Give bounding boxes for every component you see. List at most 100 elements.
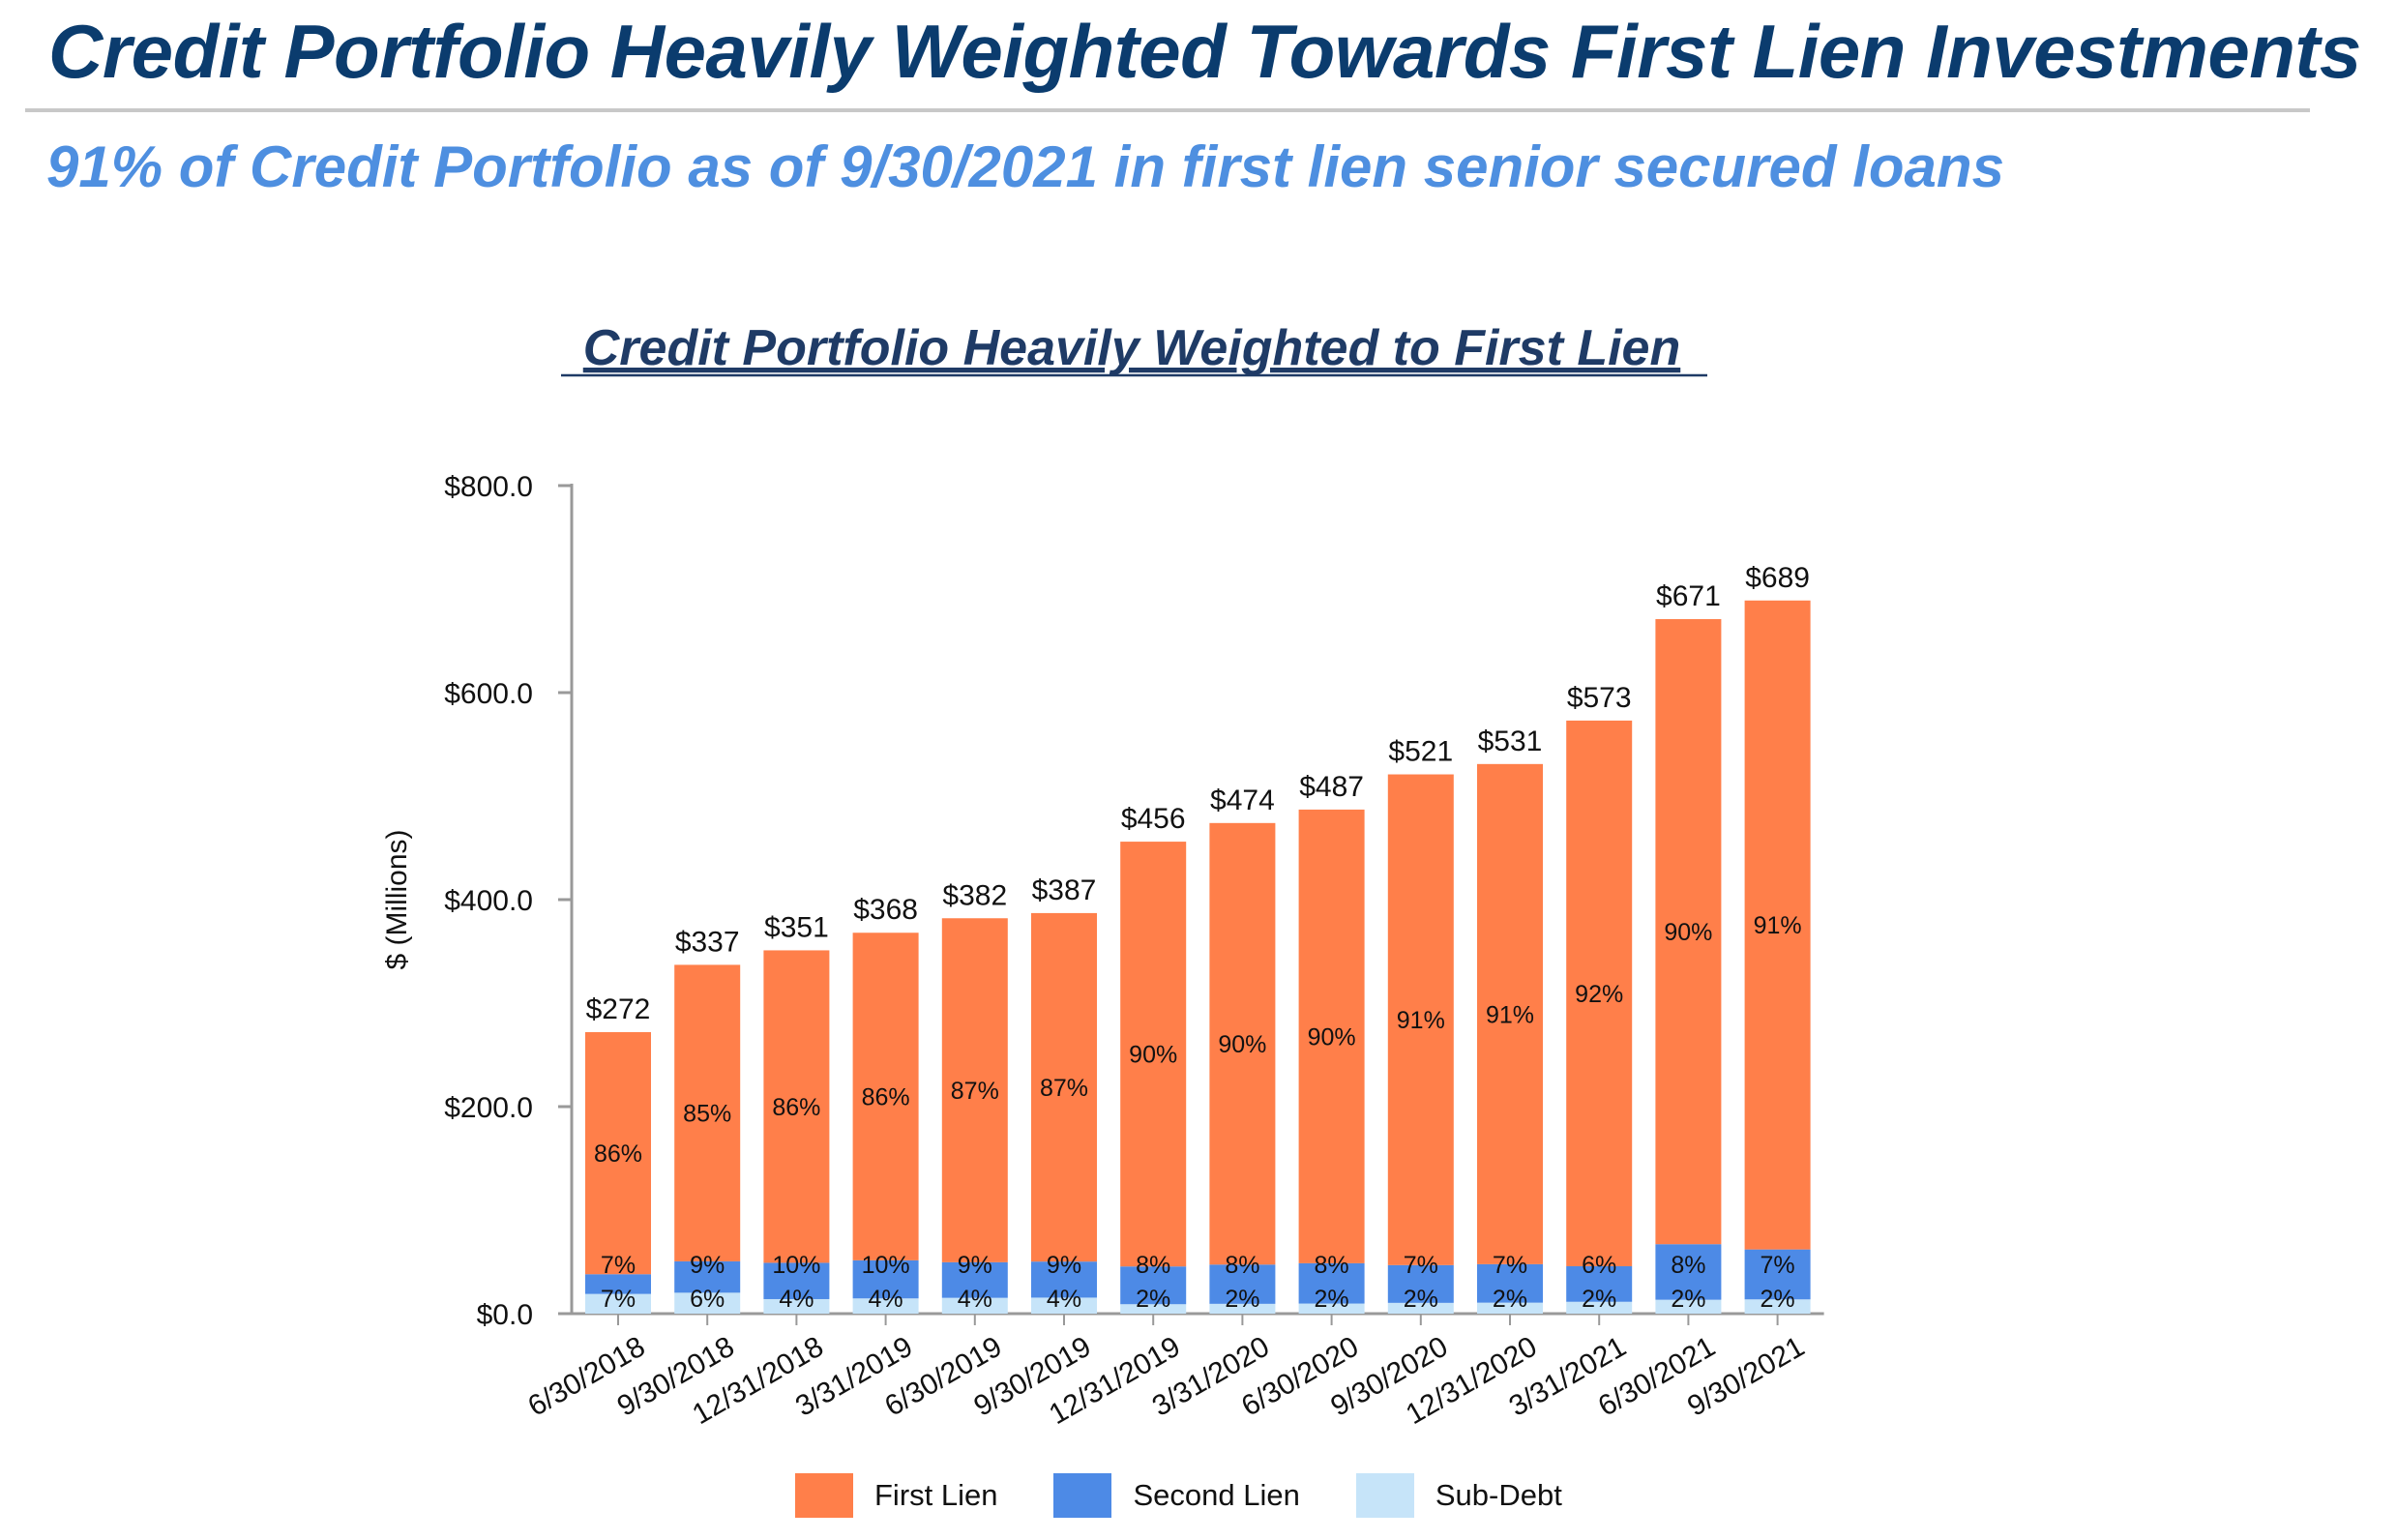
first-lien-percent-label: 91%	[1486, 1001, 1534, 1028]
legend-label-second-lien: Second Lien	[1133, 1478, 1300, 1512]
bar-segment-first-lien	[941, 918, 1008, 1262]
sub-debt-percent-label: 2%	[1671, 1286, 1705, 1313]
sub-debt-percent-label: 2%	[1582, 1286, 1616, 1313]
bar-segment-second-lien	[941, 1261, 1008, 1298]
sub-debt-percent-label: 4%	[1047, 1286, 1081, 1313]
second-lien-percent-label: 9%	[1047, 1252, 1081, 1279]
sub-debt-percent-label: 2%	[1761, 1286, 1795, 1313]
first-lien-percent-label: 87%	[1040, 1075, 1088, 1102]
legend-swatch-sub-debt	[1355, 1473, 1414, 1518]
first-lien-percent-label: 86%	[772, 1094, 820, 1121]
sub-debt-percent-label: 4%	[869, 1286, 903, 1313]
first-lien-percent-label: 86%	[862, 1084, 910, 1111]
bar-total-label: $351	[764, 911, 829, 943]
first-lien-percent-label: 92%	[1575, 981, 1623, 1008]
page-title: Credit Portfolio Heavily Weighted Toward…	[48, 9, 2361, 94]
bar-segment-second-lien	[852, 1259, 919, 1299]
bar-total-label: $573	[1567, 682, 1632, 714]
first-lien-percent-label: 91%	[1754, 912, 1802, 939]
bar-segment-sub-debt	[1031, 1297, 1097, 1314]
bar-segment-second-lien	[1298, 1262, 1365, 1304]
bar-segment-sub-debt	[1209, 1303, 1276, 1314]
bar-segment-second-lien	[1477, 1263, 1543, 1303]
bar-segment-first-lien	[1298, 809, 1365, 1263]
bar-total-label: $689	[1745, 562, 1810, 594]
sub-debt-percent-label: 2%	[1136, 1286, 1170, 1313]
chart-legend: First Lien Second Lien Sub-Debt	[795, 1470, 1618, 1521]
first-lien-percent-label: 85%	[683, 1101, 731, 1128]
second-lien-percent-label: 7%	[1404, 1252, 1438, 1279]
sub-debt-percent-label: 7%	[601, 1286, 636, 1313]
legend-label-sub-debt: Sub-Debt	[1435, 1478, 1562, 1512]
second-lien-percent-label: 8%	[1136, 1252, 1170, 1279]
bar-segment-sub-debt	[1655, 1299, 1722, 1314]
bar-total-label: $337	[675, 926, 740, 958]
chart-title: Credit Portfolio Heavily Weighted to Fir…	[583, 320, 1680, 376]
bar-segment-sub-debt	[763, 1298, 830, 1314]
legend-item-first-lien: First Lien	[795, 1473, 997, 1518]
sub-debt-percent-label: 2%	[1225, 1286, 1259, 1313]
title-divider	[25, 108, 2310, 112]
first-lien-percent-label: 86%	[594, 1140, 642, 1168]
second-lien-percent-label: 7%	[601, 1252, 636, 1279]
bar-segment-first-lien	[1566, 720, 1633, 1266]
bar-segment-first-lien	[1120, 842, 1187, 1267]
bar-segment-sub-debt	[1744, 1299, 1811, 1314]
bar-total-label: $487	[1299, 771, 1364, 803]
bar-segment-sub-debt	[674, 1292, 741, 1314]
second-lien-percent-label: 7%	[1493, 1252, 1527, 1279]
bar-total-label: $272	[586, 993, 651, 1025]
legend-swatch-second-lien	[1053, 1473, 1112, 1518]
bar-segment-sub-debt	[1298, 1303, 1365, 1314]
second-lien-percent-label: 7%	[1761, 1252, 1795, 1279]
bar-segment-sub-debt	[1566, 1301, 1633, 1314]
bar-segment-sub-debt	[852, 1298, 919, 1314]
bar-total-label: $521	[1388, 736, 1453, 768]
bar-total-label: $456	[1121, 803, 1186, 835]
second-lien-percent-label: 10%	[772, 1252, 820, 1279]
bar-total-label: $671	[1656, 580, 1721, 612]
bar-segment-second-lien	[1655, 1244, 1722, 1300]
sub-debt-percent-label: 4%	[779, 1286, 814, 1313]
sub-debt-percent-label: 4%	[958, 1286, 992, 1313]
sub-debt-percent-label: 6%	[690, 1286, 725, 1313]
first-lien-percent-label: 90%	[1664, 919, 1712, 946]
bar-total-label: $387	[1032, 874, 1097, 906]
y-tick-label: $800.0	[444, 471, 533, 503]
bar-segment-first-lien	[585, 1031, 651, 1275]
y-tick-label: $0.0	[477, 1299, 533, 1331]
bar-segment-second-lien	[763, 1262, 830, 1299]
bar-segment-first-lien	[1209, 822, 1276, 1265]
bar-segment-first-lien	[852, 933, 919, 1260]
legend-item-sub-debt: Sub-Debt	[1355, 1473, 1562, 1518]
bar-segment-second-lien	[585, 1274, 651, 1294]
bar-total-label: $474	[1210, 785, 1275, 816]
first-lien-percent-label: 87%	[951, 1078, 999, 1105]
bar-segment-sub-debt	[585, 1293, 651, 1314]
sub-debt-percent-label: 2%	[1493, 1286, 1527, 1313]
bar-segment-second-lien	[1566, 1265, 1633, 1302]
bar-total-label: $531	[1478, 726, 1543, 757]
first-lien-percent-label: 90%	[1129, 1042, 1177, 1069]
second-lien-percent-label: 9%	[958, 1252, 992, 1279]
bar-segment-second-lien	[674, 1260, 741, 1293]
second-lien-percent-label: 8%	[1671, 1252, 1705, 1279]
bar-segment-sub-debt	[1477, 1302, 1543, 1314]
bar-segment-sub-debt	[941, 1297, 1008, 1314]
first-lien-percent-label: 91%	[1397, 1007, 1445, 1034]
second-lien-percent-label: 8%	[1225, 1252, 1259, 1279]
bar-segment-second-lien	[1209, 1264, 1276, 1304]
bar-segment-second-lien	[1387, 1264, 1454, 1303]
y-tick-label: $400.0	[444, 885, 533, 917]
bar-segment-first-lien	[763, 950, 830, 1263]
bar-segment-second-lien	[1744, 1249, 1811, 1300]
bar-segment-sub-debt	[1387, 1302, 1454, 1314]
bar-segment-first-lien	[1387, 774, 1454, 1265]
bar-segment-first-lien	[1477, 763, 1543, 1264]
bar-total-label: $368	[853, 894, 918, 926]
second-lien-percent-label: 6%	[1582, 1252, 1616, 1279]
bar-segment-first-lien	[1744, 600, 1811, 1250]
first-lien-percent-label: 90%	[1308, 1023, 1356, 1051]
sub-debt-percent-label: 2%	[1315, 1286, 1349, 1313]
stacked-bar-chart: Credit Portfolio Heavily Weighted to Fir…	[381, 320, 1824, 1431]
